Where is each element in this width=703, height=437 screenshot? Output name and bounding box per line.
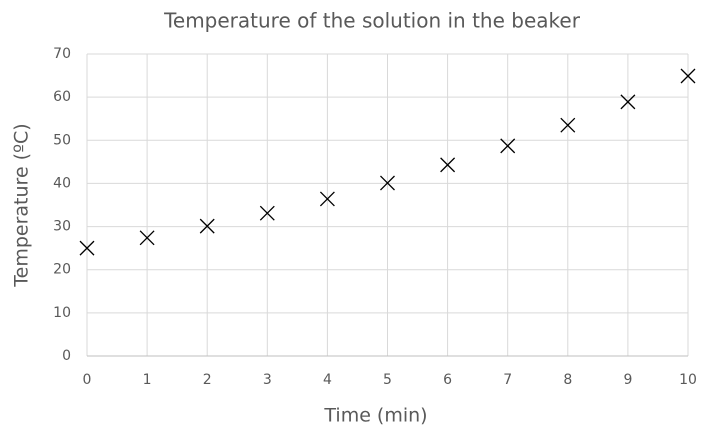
marker [259,205,275,221]
x-tick-label: 6 [443,372,452,388]
marker [139,230,155,246]
marker [560,117,576,133]
y-tick-label: 0 [62,348,71,364]
x-tick-label: 10 [679,372,697,388]
marker [79,240,95,256]
x-tick-label: 8 [563,372,572,388]
x-tick-label: 3 [263,372,272,388]
y-tick-label: 10 [53,305,71,321]
marker [319,191,335,207]
x-tick-label: 4 [323,372,332,388]
x-axis-title: Time (min) [323,405,427,427]
y-tick-label: 40 [53,175,71,191]
x-tick-label: 9 [623,372,632,388]
x-tick-label: 2 [203,372,212,388]
y-tick-label: 70 [53,46,71,62]
marker [380,175,395,191]
y-tick-label: 20 [53,262,71,278]
marker [500,138,516,154]
x-tick-label: 5 [383,372,392,388]
x-tick-label: 7 [503,372,512,388]
y-axis-title: Temperature (ºC) [11,123,33,287]
y-tick-label: 60 [53,89,71,105]
y-tick-label: 50 [53,132,71,148]
marker [620,94,636,110]
marker [440,157,456,173]
marker [199,218,215,234]
chart-title: Temperature of the solution in the beake… [163,9,581,33]
x-tick-label: 1 [143,372,152,388]
x-tick-label: 0 [83,372,92,388]
marker [680,68,696,84]
y-tick-label: 30 [53,219,71,235]
